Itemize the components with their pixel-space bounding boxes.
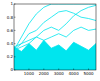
x-tick [58,69,59,71]
line [14,27,96,47]
x-tick [73,69,74,71]
y-tick-label: 0.4 [7,41,14,46]
y-tick [14,30,16,31]
x-tick-label: 3000 [54,71,65,76]
marks [14,4,96,70]
y-tick [14,56,16,57]
y-tick-label: 0.8 [7,15,14,20]
x-tick [43,69,44,71]
y-tick-label: 0.2 [7,54,14,59]
y-tick [14,43,16,44]
x-tick-label: 4000 [69,71,80,76]
line [14,5,96,50]
x-tick [28,69,29,71]
x-tick-label: 2000 [39,71,50,76]
y-tick-label: 0 [10,67,13,72]
y-tick [14,70,16,71]
x-tick [88,69,89,71]
y-tick [14,4,16,5]
y-tick-label: 1 [10,1,13,6]
y-tick-label: 0.6 [7,28,14,33]
line [14,4,96,50]
frame [14,4,96,70]
line [14,11,96,51]
x-tick-label: 5000 [83,71,94,76]
chart: 1000 2000 3000 40005000 0 0.2 0.4 0.6 0.8 1 [0,0,100,81]
x-tick-label: 1000 [24,71,35,76]
plot-area [14,4,96,70]
y-tick [14,17,16,18]
